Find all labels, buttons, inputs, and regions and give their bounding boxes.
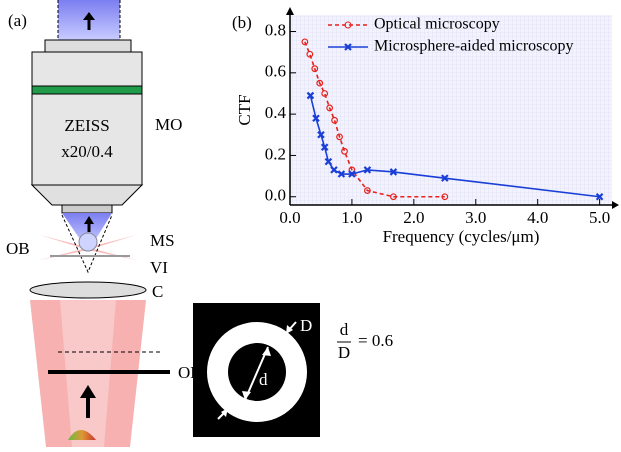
legend-label: Microsphere-aided microscopy	[374, 38, 573, 55]
ratio-den: D	[338, 343, 350, 362]
ratio-num: d	[340, 320, 349, 339]
y-tick-label: 0.6	[265, 62, 286, 81]
x-tick-label: 5.0	[589, 208, 610, 227]
label-c: C	[152, 282, 163, 301]
ratio-rest: = 0.6	[358, 331, 393, 350]
figure: (a) ZEISS x20/0.4 MO MS OB VI C OD D d d…	[0, 0, 621, 447]
x-tick-label: 0.0	[279, 208, 300, 227]
legend-label: Optical microscopy	[374, 16, 500, 33]
label-vi: VI	[150, 258, 168, 277]
panel-label: (b)	[232, 13, 252, 32]
y-arrow	[286, 7, 294, 15]
mask-inner: d	[259, 370, 268, 389]
chart: 0.0 1.0 2.0 3.0 4.0 5.0 0.0 0.2 0.4 0.6 0.8 (b) Freq…	[232, 7, 619, 246]
label-ms: MS	[150, 231, 175, 250]
label-mo: MO	[155, 115, 182, 134]
y-tick-label: 0.0	[265, 186, 286, 205]
label-od: OD	[178, 363, 203, 382]
y-axis-label: CTF	[235, 94, 254, 125]
spec: x20/0.4	[61, 142, 113, 161]
x-tick-label: 4.0	[527, 208, 548, 227]
y-tick-label: 0.2	[265, 144, 286, 163]
mask-outer: D	[300, 316, 312, 335]
x-tick-label: 3.0	[465, 208, 486, 227]
x-tick-label: 1.0	[341, 208, 362, 227]
x-arrow	[612, 201, 619, 209]
label-ob: OB	[6, 239, 30, 258]
brand: ZEISS	[64, 116, 109, 135]
x-axis-label: Frequency (cycles/μm)	[383, 227, 540, 246]
y-tick-label: 0.8	[265, 20, 286, 39]
y-tick-label: 0.4	[265, 103, 287, 122]
x-tick-label: 2.0	[403, 208, 424, 227]
panel-label: (a)	[8, 11, 27, 30]
